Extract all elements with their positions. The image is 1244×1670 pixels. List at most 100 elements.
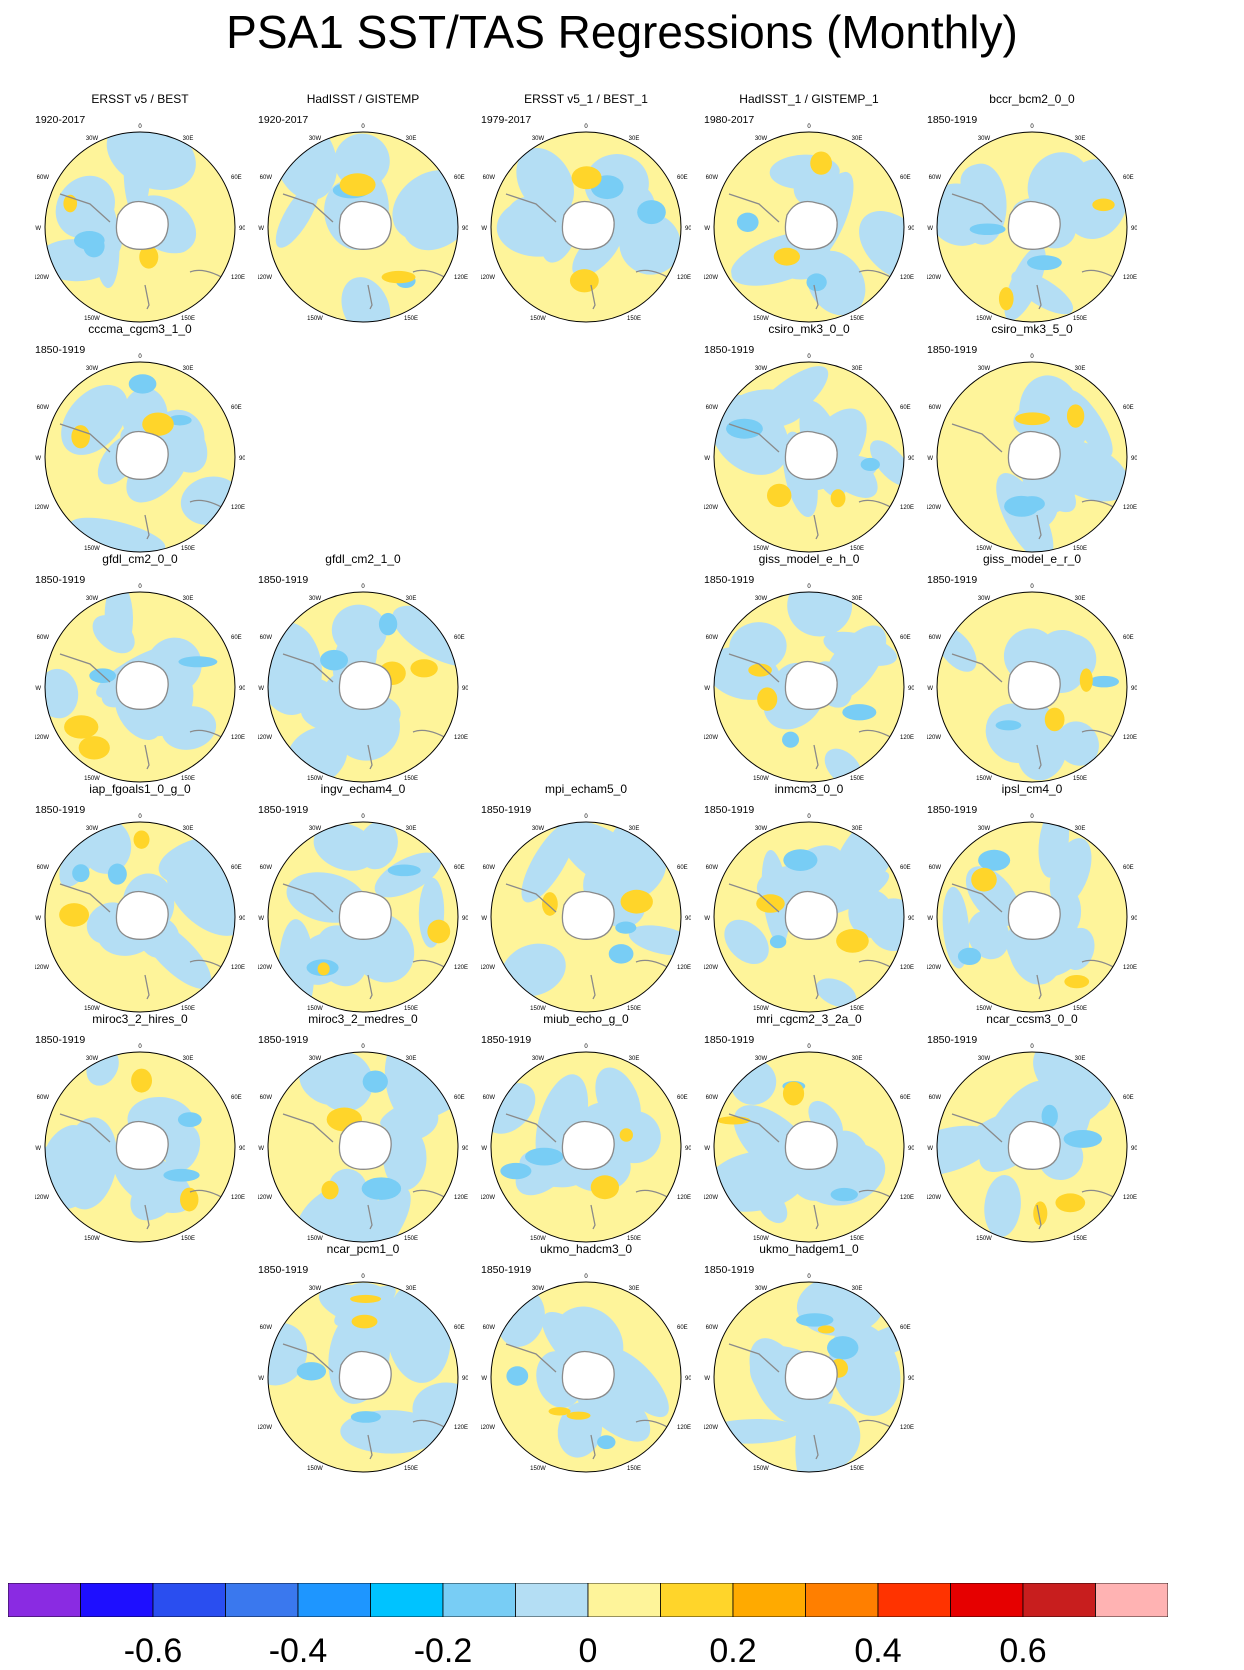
longitude-label: 0 xyxy=(1030,354,1034,360)
positive-anomaly-core xyxy=(78,736,110,760)
negative-anomaly-core xyxy=(362,1070,388,1093)
longitude-label: 60W xyxy=(260,865,273,871)
negative-anomaly-core xyxy=(796,1313,834,1327)
negative-anomaly-core xyxy=(387,864,421,877)
polar-map: 030W30E60W60E90W90E120W120E150W150E180 xyxy=(704,814,914,1013)
longitude-label: 90E xyxy=(462,686,468,692)
longitude-label: 30W xyxy=(309,136,322,142)
longitude-label: 30E xyxy=(629,1056,640,1062)
longitude-label: 60W xyxy=(37,405,50,411)
longitude-label: 150W xyxy=(84,1006,100,1012)
longitude-label: 90W xyxy=(481,226,487,232)
longitude-label: 90W xyxy=(481,1146,487,1152)
panel-title: ncar_pcm1_0 xyxy=(326,1242,400,1256)
longitude-label: 60W xyxy=(37,635,50,641)
longitude-label: 30E xyxy=(852,596,863,602)
longitude-label: 90E xyxy=(908,1376,914,1382)
longitude-label: 0 xyxy=(807,584,811,590)
panel-period: 1850-1919 xyxy=(35,804,86,816)
polar-map: 030W30E60W60E90W90E120W120E150W150E180 xyxy=(35,124,245,323)
colorbar-swatch xyxy=(297,1583,371,1617)
negative-anomaly-core xyxy=(637,200,666,225)
map-frame xyxy=(490,1051,682,1243)
negative-anomaly-core xyxy=(361,1177,402,1200)
longitude-label: 0 xyxy=(807,124,811,130)
antarctica-land xyxy=(1007,200,1061,250)
longitude-label: 90W xyxy=(704,1376,710,1382)
negative-anomaly-core xyxy=(860,457,880,472)
negative-anomaly-core xyxy=(177,1112,202,1128)
colorbar-swatch xyxy=(805,1583,879,1617)
positive-anomaly-core xyxy=(59,903,90,927)
longitude-label: 150E xyxy=(181,546,195,552)
negative-anomaly-region xyxy=(67,1145,98,1193)
longitude-label: 0 xyxy=(138,584,142,590)
longitude-label: 90E xyxy=(908,226,914,232)
longitude-label: 0 xyxy=(361,1274,365,1280)
longitude-label: 30E xyxy=(852,366,863,372)
positive-anomaly-core xyxy=(571,166,602,190)
map-frame xyxy=(267,821,459,1013)
longitude-label: 90W xyxy=(35,686,41,692)
panel-period: 1850-1919 xyxy=(927,574,978,586)
longitude-label: 150W xyxy=(753,546,769,552)
longitude-label: 0 xyxy=(138,1044,142,1050)
negative-anomaly-core xyxy=(378,612,398,636)
positive-anomaly-core xyxy=(1044,707,1065,732)
positive-anomaly-core xyxy=(782,1081,805,1106)
south-america-coast xyxy=(505,1113,557,1143)
positive-anomaly-core xyxy=(590,1175,620,1200)
longitude-label: 150W xyxy=(84,546,100,552)
colorbar-swatch xyxy=(1095,1583,1168,1617)
map-frame xyxy=(44,1051,236,1243)
longitude-label: 90W xyxy=(704,916,710,922)
panel-title: mri_cgcm2_3_2a_0 xyxy=(756,1012,862,1026)
longitude-label: 90W xyxy=(258,686,264,692)
longitude-label: 60W xyxy=(260,635,273,641)
map-frame xyxy=(713,1281,905,1473)
negative-anomaly-core xyxy=(163,1168,200,1182)
panel-title: csiro_mk3_0_0 xyxy=(768,322,850,336)
longitude-label: 90W xyxy=(35,456,41,462)
longitude-label: 0 xyxy=(361,1044,365,1050)
negative-anomaly-region xyxy=(731,243,823,286)
longitude-label: 120E xyxy=(1123,735,1137,741)
longitude-label: 60E xyxy=(1123,865,1134,871)
new-zealand-coast xyxy=(1036,744,1042,770)
positive-anomaly-core xyxy=(748,663,772,677)
longitude-label: 60W xyxy=(260,1095,273,1101)
panel-period: 1920-2017 xyxy=(258,114,309,126)
longitude-label: 120W xyxy=(481,1195,495,1201)
longitude-label: 30E xyxy=(406,1286,417,1292)
longitude-label: 150E xyxy=(627,1006,641,1012)
longitude-label: 60E xyxy=(1123,635,1134,641)
negative-anomaly-region xyxy=(984,1175,1021,1238)
longitude-label: 150E xyxy=(404,1236,418,1242)
longitude-label: 30E xyxy=(183,596,194,602)
longitude-label: 150W xyxy=(753,316,769,322)
map-panel: ERSST v5 / BEST 1920-2017 0 30W 30E 60W 60E 90W… xyxy=(35,92,245,324)
longitude-label: 150E xyxy=(850,1466,864,1472)
longitude-label: 150E xyxy=(181,316,195,322)
longitude-label: 0 xyxy=(1030,584,1034,590)
south-america-coast xyxy=(505,193,557,223)
longitude-label: 30W xyxy=(86,826,99,832)
longitude-label: 150E xyxy=(404,316,418,322)
negative-anomaly-core xyxy=(320,649,349,671)
longitude-label: 30W xyxy=(86,366,99,372)
negative-anomaly-core xyxy=(350,1411,381,1423)
longitude-label: 120E xyxy=(231,965,245,971)
south-america-coast xyxy=(59,1113,111,1143)
longitude-label: 60W xyxy=(37,1095,50,1101)
positive-anomaly-core xyxy=(766,483,792,508)
longitude-label: 90W xyxy=(927,1146,933,1152)
colorbar-tick-label: 0 xyxy=(578,1632,598,1670)
longitude-label: 150W xyxy=(307,1236,323,1242)
antarctica-land xyxy=(784,1120,838,1170)
negative-anomaly-core xyxy=(73,231,105,250)
new-zealand-coast xyxy=(813,744,819,770)
longitude-label: 150W xyxy=(84,316,100,322)
panel-title: miub_echo_g_0 xyxy=(543,1012,629,1026)
new-zealand-coast xyxy=(144,974,150,1000)
